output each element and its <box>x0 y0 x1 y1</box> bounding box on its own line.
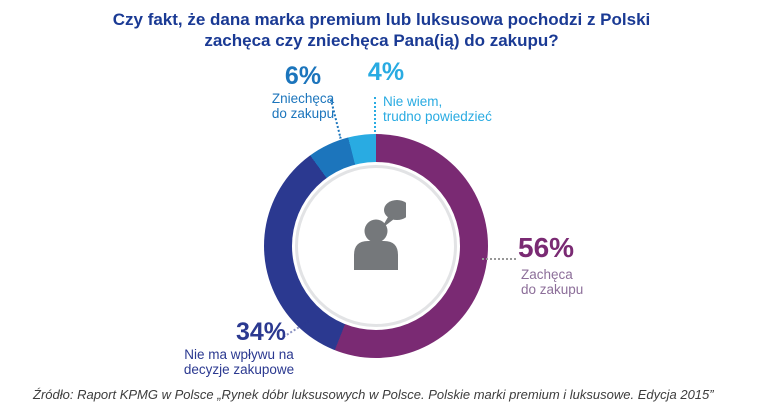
label-dontknow-line1: Nie wiem, <box>383 94 443 109</box>
source-attribution: Źródło: Raport KPMG w Polsce „Rynek dóbr… <box>33 387 714 402</box>
chart-title-line1: Czy fakt, że dana marka premium lub luks… <box>112 10 651 29</box>
label-encourage-pct: 56% <box>518 232 575 263</box>
leader-line-encourage <box>482 258 516 260</box>
person-speech-bubble-icon <box>354 200 406 270</box>
label-discourage-line2: do zakupu <box>271 106 335 121</box>
label-discourage: 6% Zniechęca do zakupu <box>252 62 354 121</box>
label-dontknow-line2: trudno powiedzieć <box>383 109 492 124</box>
donut-hole <box>292 162 460 330</box>
label-dontknow-pct: 4% <box>367 58 405 86</box>
chart-title: Czy fakt, że dana marka premium lub luks… <box>0 9 763 51</box>
leader-line-dontknow <box>374 97 376 140</box>
donut-inner-ring <box>295 165 457 327</box>
label-noinfluence-pct: 34% <box>236 318 287 346</box>
label-encourage-line1: Zachęca <box>521 267 573 282</box>
chart-title-line2: zachęca czy zniechęca Pana(ią) do zakupu… <box>204 31 559 50</box>
label-noinfluence-line1: Nie ma wpływu na <box>184 347 294 362</box>
label-discourage-pct: 6% <box>284 62 322 90</box>
label-noinfluence-line2: decyzje zakupowe <box>183 362 295 377</box>
label-encourage-text: Zachęca do zakupu <box>521 267 583 297</box>
label-encourage-line2: do zakupu <box>521 282 584 297</box>
donut-chart <box>264 134 488 358</box>
label-dontknow-text: Nie wiem, trudno powiedzieć <box>383 94 492 124</box>
label-noinfluence-text: Nie ma wpływu na decyzje zakupowe <box>174 347 304 377</box>
label-discourage-line1: Zniechęca <box>271 91 335 106</box>
